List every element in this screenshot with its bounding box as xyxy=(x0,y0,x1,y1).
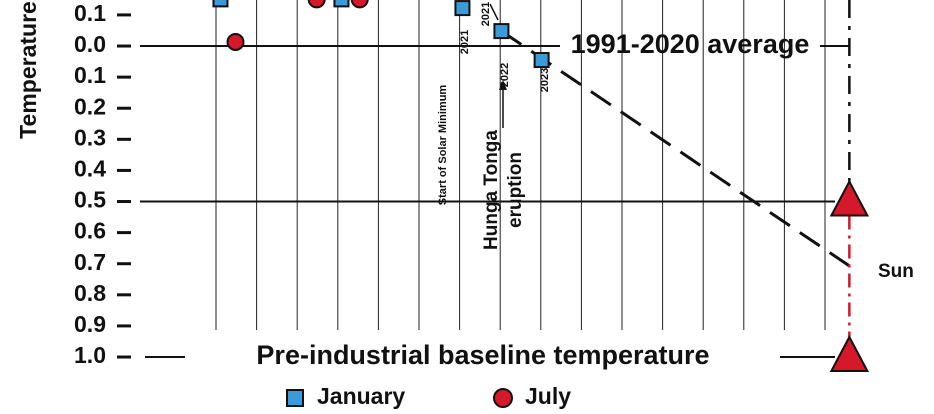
point xyxy=(226,32,245,51)
y-axis-label: Temperature xyxy=(15,1,41,139)
point xyxy=(454,0,471,17)
y-tick-label: 0.1 xyxy=(74,0,106,26)
legend-label: July xyxy=(525,383,571,409)
point xyxy=(333,0,350,8)
reference-label: 1991-2020 average xyxy=(571,29,810,59)
y-tick-label: 0.7 xyxy=(74,249,106,275)
legend-swatch xyxy=(493,388,513,408)
annotation: 2021 xyxy=(459,30,471,54)
point xyxy=(533,52,550,69)
annotation: eruption xyxy=(505,152,526,228)
annotation: 2022 xyxy=(499,63,511,87)
arrow xyxy=(489,3,499,21)
y-tick-label: 0.5 xyxy=(74,187,106,213)
triangle-marker xyxy=(829,334,870,373)
y-tick-label: 0.6 xyxy=(74,218,106,244)
y-tick-label: 0.0 xyxy=(74,31,106,57)
annotation: Start of Solar Minimum xyxy=(437,85,449,206)
arrow-head xyxy=(499,80,507,90)
y-tick-label: 0.9 xyxy=(74,311,106,337)
legend-label: January xyxy=(317,383,405,409)
annotation: Hunga Tonga xyxy=(481,130,502,250)
y-tick-label: 0.1 xyxy=(74,62,106,88)
annotation: 2021 xyxy=(480,2,492,26)
point xyxy=(493,23,510,40)
y-tick-label: 0.4 xyxy=(74,156,106,182)
triangle-marker xyxy=(829,179,870,217)
annotation: Sun xyxy=(878,261,914,282)
y-tick-label: 0.2 xyxy=(74,93,106,119)
annotation: 2023 xyxy=(539,68,551,92)
point xyxy=(307,0,326,9)
reference-label: Pre-industrial baseline temperature xyxy=(256,340,709,370)
legend-swatch xyxy=(286,389,304,407)
point xyxy=(350,0,369,9)
y-tick-label: 0.8 xyxy=(74,280,106,306)
trend-line xyxy=(500,29,851,268)
y-tick-label: 0.3 xyxy=(74,124,106,150)
y-tick-label: 1.0 xyxy=(74,342,106,368)
point xyxy=(212,0,229,8)
